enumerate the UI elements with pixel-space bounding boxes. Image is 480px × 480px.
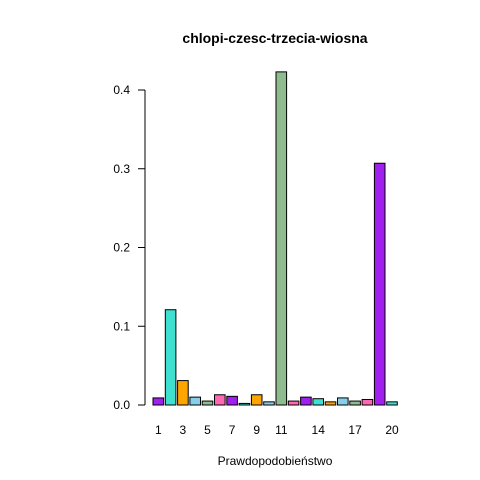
bar-10 bbox=[263, 401, 275, 406]
bar-18 bbox=[361, 398, 374, 406]
y-tick-label: 0.3 bbox=[113, 162, 130, 176]
x-tick-label: 17 bbox=[348, 423, 362, 437]
x-tick-label: 14 bbox=[312, 423, 326, 437]
bar-9 bbox=[250, 394, 263, 406]
bar-5 bbox=[201, 400, 214, 406]
x-tick-label: 9 bbox=[253, 423, 260, 437]
bar-4 bbox=[189, 396, 201, 406]
x-tick-labels: 1 3 5 7 9 11 14 17 20 bbox=[155, 423, 399, 437]
chart-title: chlopi-czesc-trzecia-wiosna bbox=[182, 30, 367, 46]
bar-17 bbox=[349, 400, 361, 406]
y-axis: 0.0 0.1 0.2 0.3 0.4 bbox=[113, 83, 146, 412]
bar-14 bbox=[312, 398, 324, 406]
x-tick-label: 5 bbox=[204, 423, 211, 437]
x-tick-label: 20 bbox=[385, 423, 399, 437]
bars bbox=[152, 71, 398, 406]
x-tick-label: 7 bbox=[229, 423, 236, 437]
x-tick-label: 11 bbox=[275, 423, 288, 437]
bar-16 bbox=[337, 397, 349, 406]
bar-13 bbox=[300, 396, 312, 406]
bar-11 bbox=[275, 71, 288, 406]
x-tick-label: 3 bbox=[180, 423, 187, 437]
bar-8 bbox=[238, 402, 251, 406]
y-tick-label: 0.0 bbox=[113, 398, 130, 412]
y-tick-label: 0.4 bbox=[113, 83, 130, 97]
x-axis-label: Prawdopodobieństwo bbox=[218, 454, 333, 468]
bar-3 bbox=[177, 380, 189, 406]
bar-19 bbox=[373, 162, 386, 406]
y-tick-label: 0.2 bbox=[113, 241, 130, 255]
bar-1 bbox=[152, 397, 165, 406]
bar-2 bbox=[164, 309, 177, 406]
x-tick-label: 1 bbox=[155, 423, 162, 437]
bar-7 bbox=[226, 395, 238, 406]
bar-12 bbox=[287, 400, 300, 406]
bar-15 bbox=[324, 401, 337, 406]
bar-6 bbox=[214, 394, 226, 406]
y-tick-label: 0.1 bbox=[113, 319, 130, 333]
bar-20 bbox=[386, 401, 398, 406]
